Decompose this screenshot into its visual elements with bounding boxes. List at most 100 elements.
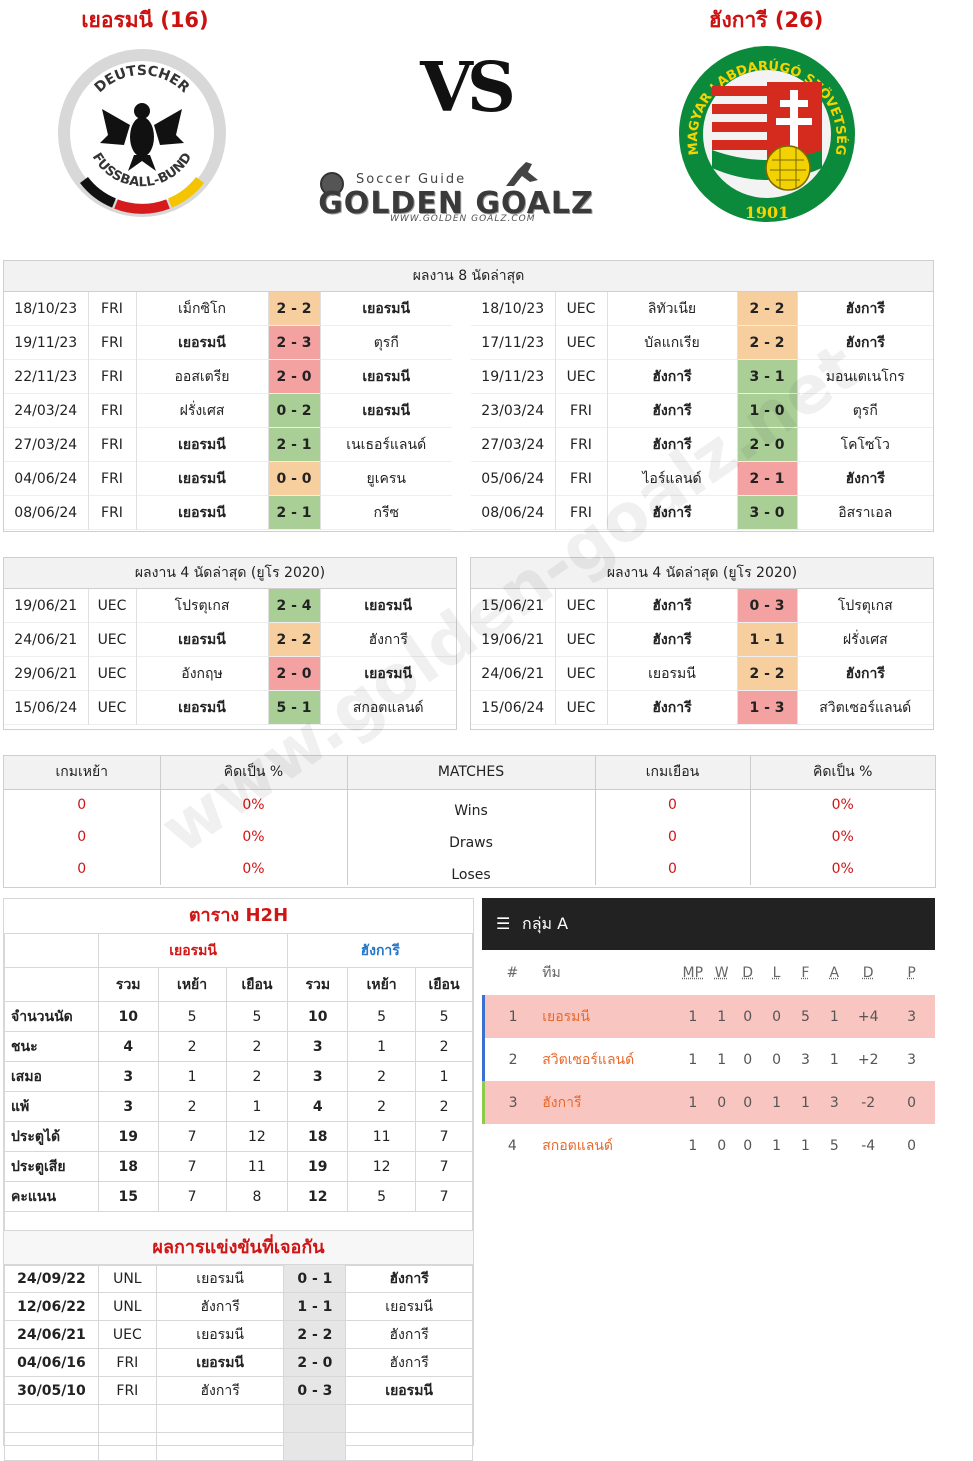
group-stat: 3	[829, 1094, 839, 1111]
h2h-value: 10	[287, 1001, 349, 1032]
meeting-row: 24/06/21 UEC เยอรมนี 2 - 2 ฮังการี	[4, 1320, 473, 1349]
result-row: 24/06/21 UEC เยอรมนี 2 - 2 ฮังการี	[4, 622, 456, 657]
meeting-away: ฮังการี	[345, 1348, 473, 1377]
match-date: 17/11/23	[471, 325, 556, 360]
away-team: เยอรมนี	[362, 402, 411, 419]
meeting-empty-cell	[155, 1432, 285, 1461]
group-stat: 5	[800, 1008, 810, 1025]
h2h-value: 3	[97, 1061, 159, 1092]
away-team: กรีซ	[373, 504, 400, 521]
h2h-blank-corner	[4, 933, 99, 968]
meeting-date: 24/06/21	[4, 1320, 99, 1349]
h2h-value: 7	[415, 1151, 473, 1182]
group-stat: 1	[772, 1137, 781, 1154]
meeting-away: เยอรมนี	[345, 1376, 473, 1405]
h2h-value: 11	[225, 1151, 289, 1182]
group-team-name[interactable]: สกอตแลนด์	[542, 1137, 614, 1154]
group-row[interactable]: 3 ฮังการี 1 0 0 1 1 3 -2 0	[482, 1081, 935, 1124]
h2h-row-label: ประตูเสีย	[4, 1151, 99, 1182]
match-date: 24/03/24	[4, 393, 89, 428]
meeting-competition: UNL	[97, 1292, 157, 1321]
h2h-sub-blank	[4, 967, 99, 1002]
h2h-value: 5	[225, 1001, 289, 1032]
meeting-score: 2 - 2	[283, 1320, 347, 1349]
germany-crest-logo: DEUTSCHER FUSSBALL-BUND	[54, 45, 230, 223]
group-col-header: L	[772, 964, 781, 981]
stats-header-away: เกมเยือน	[595, 756, 751, 790]
away-team: ฮังการี	[845, 300, 885, 317]
match-date: 08/06/24	[4, 495, 89, 530]
meeting-away: เยอรมนี	[345, 1292, 473, 1321]
match-date: 18/10/23	[4, 292, 89, 326]
score: 3 - 0	[737, 495, 798, 530]
group-row[interactable]: 2 สวิตเซอร์แลนด์ 1 1 0 0 3 1 +2 3	[482, 1038, 936, 1081]
h2h-subheader: รวม	[287, 967, 349, 1002]
meeting-empty-cell	[4, 1404, 99, 1433]
competition: FRI	[88, 393, 137, 428]
stats-header-matches: MATCHES	[347, 756, 596, 790]
h2h-value: 2	[415, 1091, 473, 1122]
competition: UEC	[88, 656, 137, 691]
meeting-away: ฮังการี	[345, 1320, 473, 1349]
score: 0 - 0	[268, 461, 321, 496]
stats-panel: เกมเหย้า คิดเป็น % MATCHES เกมเยือน คิดเ…	[3, 755, 936, 888]
group-row[interactable]: 4 สกอตแลนด์ 1 0 0 1 1 5 -4 0	[484, 1124, 936, 1167]
score: 2 - 1	[268, 427, 321, 462]
score: 1 - 0	[737, 393, 798, 428]
meeting-empty-cell	[283, 1432, 347, 1461]
score: 2 - 1	[737, 461, 798, 496]
stats-away-count: 0	[595, 789, 751, 821]
competition: FRI	[88, 359, 137, 394]
group-col-header: ทีม	[542, 964, 561, 981]
score: 2 - 2	[737, 325, 798, 360]
stats-label: Loses	[347, 853, 596, 885]
group-title: กลุ่ม A	[522, 914, 569, 933]
group-col-header: F	[801, 964, 810, 981]
h2h-value: 7	[157, 1121, 227, 1152]
h2h-value: 4	[97, 1031, 159, 1062]
stats-header-away-pct: คิดเป็น %	[750, 756, 935, 790]
match-date: 27/03/24	[4, 427, 89, 462]
meeting-home: เยอรมนี	[155, 1348, 285, 1377]
away-team-title: ฮังการี (26)	[708, 8, 824, 32]
competition: UEC	[555, 292, 608, 326]
group-col-header: #	[506, 964, 519, 981]
group-stat: -4	[861, 1137, 876, 1154]
h2h-value: 2	[347, 1061, 417, 1092]
group-stat: 1	[482, 995, 542, 1038]
away-team: สวิตเซอร์แลนด์	[819, 699, 912, 716]
home-team: เม็กซิโก	[136, 292, 269, 326]
meeting-empty-cell	[155, 1404, 285, 1433]
meeting-score: 1 - 1	[283, 1292, 347, 1321]
result-row: 19/06/21 UEC โปรตุเกส 2 - 4 เยอรมนี	[4, 589, 456, 623]
soccer-ball-icon	[320, 172, 344, 196]
h2h-value: 15	[97, 1181, 159, 1212]
score: 2 - 2	[268, 292, 321, 326]
brand-small-text: Soccer Guide	[356, 172, 467, 187]
home-team: ฮังการี	[607, 495, 738, 530]
competition: UEC	[88, 622, 137, 657]
home-team: ออสเตรีย	[136, 359, 269, 394]
group-stat: 1	[717, 1008, 727, 1025]
away-team: ฮังการี	[368, 631, 408, 648]
score: 5 - 1	[268, 690, 321, 725]
group-team-name[interactable]: เยอรมนี	[542, 1008, 590, 1025]
last4-home-panel: ผลงาน 4 นัดล่าสุด (ยูโร 2020) 19/06/21 UE…	[3, 557, 457, 730]
match-date: 15/06/24	[4, 690, 89, 725]
competition: UEC	[555, 656, 608, 691]
group-stat: 2	[482, 1038, 542, 1081]
group-team-name[interactable]: ฮังการี	[542, 1094, 582, 1111]
last4-away-title: ผลงาน 4 นัดล่าสุด (ยูโร 2020)	[471, 558, 933, 589]
stats-row: 0 0% Draws 0 0%	[4, 821, 935, 853]
home-team: ฝรั่งเศส	[136, 393, 269, 428]
group-col-header: A	[829, 964, 840, 981]
h2h-value: 2	[225, 1061, 289, 1092]
group-team-name[interactable]: สวิตเซอร์แลนด์	[542, 1051, 635, 1068]
stats-home-count: 0	[4, 853, 161, 885]
group-row[interactable]: 1 เยอรมนี 1 1 0 0 5 1 +4 3	[482, 995, 935, 1038]
group-stat: 1	[688, 1051, 698, 1068]
h2h-subheader: รวม	[97, 967, 159, 1002]
away-team: ตุรกี	[373, 334, 399, 351]
h2h-value: 5	[347, 1181, 417, 1212]
h2h-value: 12	[287, 1181, 349, 1212]
